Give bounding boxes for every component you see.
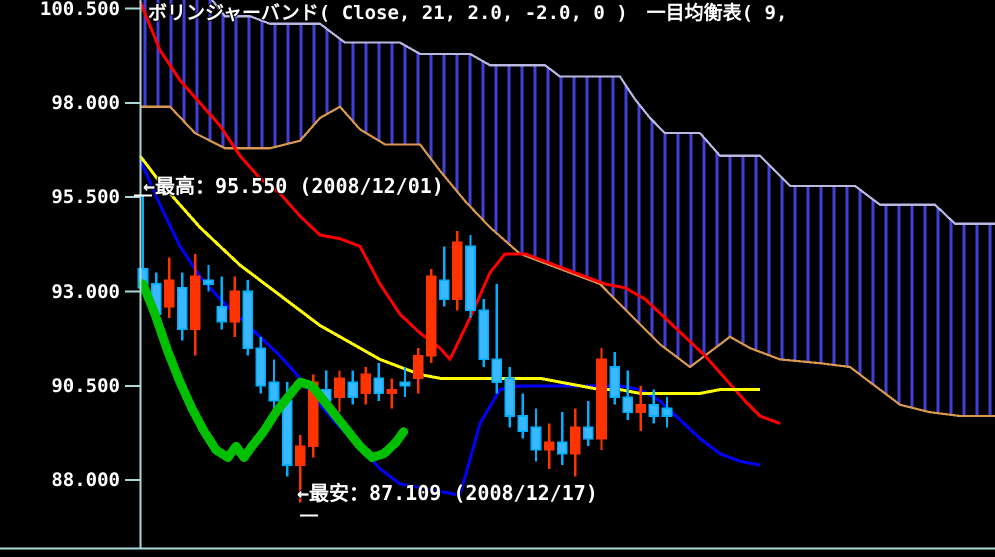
ichimoku-cloud (140, 0, 995, 418)
low-marker-label: ←最安：87.109 (2008/12/17) (297, 481, 598, 505)
y-axis-tick-label: 98.000 (51, 91, 120, 114)
candlestick-series (137, 195, 673, 503)
y-axis-tick-label: 93.000 (51, 280, 120, 303)
y-axis-tick-label: 90.500 (51, 374, 120, 397)
chart-title: ボリンジャーバンド( Close, 21, 2.0, -2.0, 0 ) 一目均… (148, 2, 788, 24)
green-line-series (138, 279, 409, 462)
annotation-arrows (134, 194, 318, 517)
y-axis-tick-label: 95.500 (51, 186, 120, 209)
y-axis-tick-label: 100.500 (39, 0, 120, 20)
y-axis-tick-label: 88.000 (51, 469, 120, 492)
high-marker-label: ←最高：95.550 (2008/12/01) (143, 174, 444, 198)
